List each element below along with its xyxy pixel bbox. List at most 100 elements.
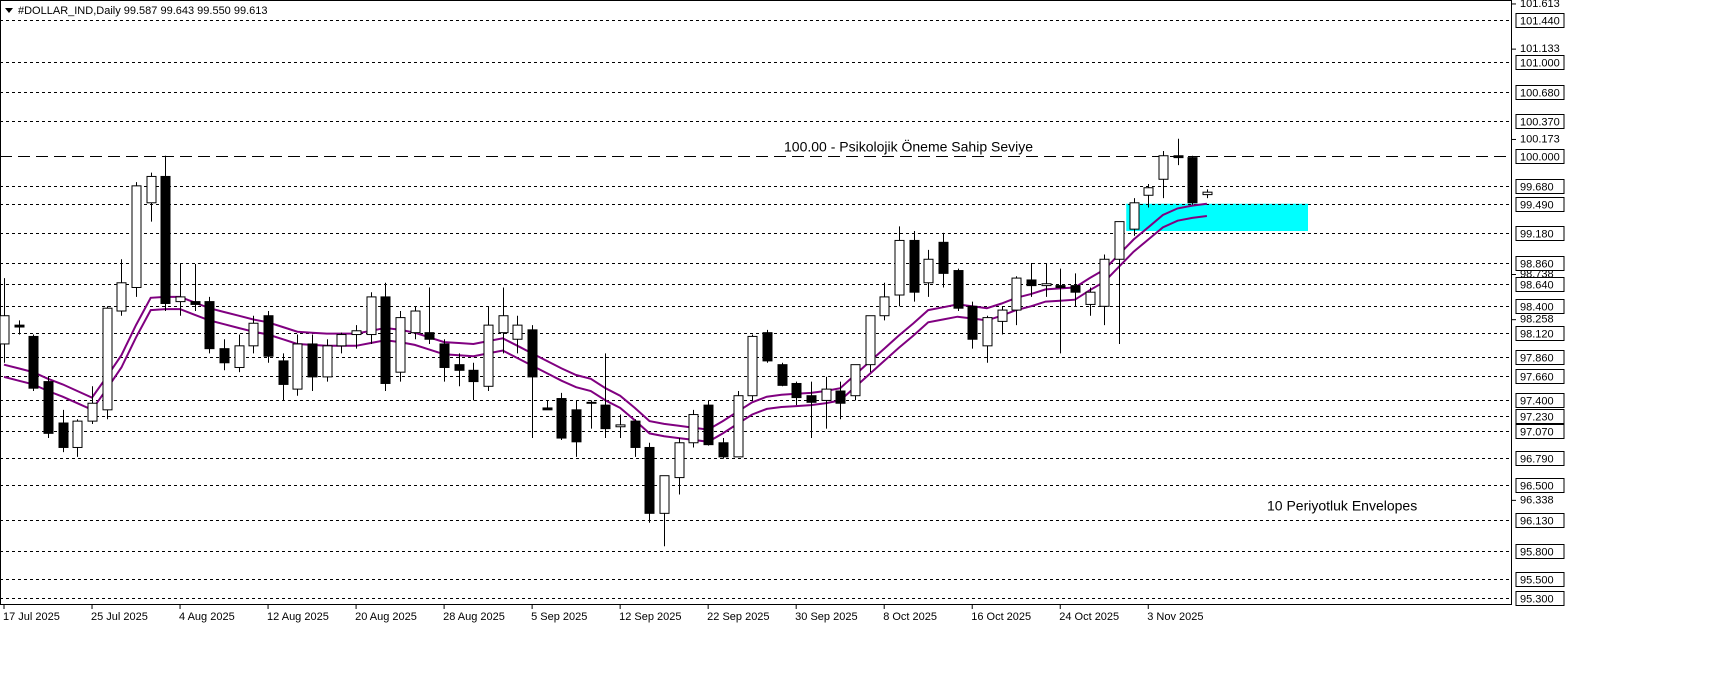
candle-body (351, 330, 362, 336)
level-label-box (1515, 591, 1565, 606)
level-label: 98.640 (1520, 279, 1554, 291)
candle-body (102, 307, 113, 411)
level-label-box (1515, 513, 1565, 528)
level-label-box (1515, 277, 1565, 292)
candle-body (410, 310, 421, 334)
chart-title: #DOLLAR_IND,Daily 99.587 99.643 99.550 9… (18, 5, 268, 17)
candle-body (806, 395, 817, 403)
level-label: 96.790 (1520, 453, 1554, 465)
candle-body (850, 364, 861, 397)
candle-body (454, 364, 465, 371)
candle-body (556, 398, 567, 439)
candle-body (175, 296, 186, 303)
candle-body (1011, 277, 1022, 311)
candle-body (865, 315, 876, 366)
level-label-box (1515, 179, 1565, 194)
menu-arrow[interactable] (5, 8, 13, 13)
candle-body (468, 369, 479, 383)
level-label-box (1515, 85, 1565, 100)
x-tick-label: 22 Sep 2025 (707, 611, 769, 623)
candle-body (938, 241, 949, 274)
candle-body (571, 409, 582, 443)
level-label-box (1515, 149, 1565, 164)
x-tick-label: 12 Aug 2025 (267, 611, 329, 623)
annotation: 10 Periyotluk Envelopes (1267, 498, 1417, 514)
level-label-box (1515, 409, 1565, 424)
level-label-box (1515, 369, 1565, 384)
candle-body (131, 185, 142, 288)
candle-body (72, 420, 83, 448)
level-label: 100.370 (1520, 116, 1560, 128)
level-label-box (1515, 544, 1565, 559)
level-label-box (1515, 197, 1565, 212)
x-tick-label: 4 Aug 2025 (179, 611, 235, 623)
level-label-box (1515, 114, 1565, 129)
x-tick-label: 28 Aug 2025 (443, 611, 505, 623)
candle-body (424, 332, 435, 340)
candle-body (762, 332, 773, 362)
candle-body (615, 424, 626, 428)
price-zone (1126, 203, 1308, 232)
candle-body (116, 282, 127, 312)
candle-body (58, 422, 69, 448)
candle-body (542, 407, 553, 411)
candle-body (292, 343, 303, 390)
candle-body (644, 446, 655, 514)
level-label: 99.490 (1520, 199, 1554, 211)
candle-body (586, 401, 597, 404)
candle-body (894, 239, 905, 296)
x-tick-label: 16 Oct 2025 (971, 611, 1031, 623)
candle-body (1202, 191, 1213, 196)
level-label-box (1515, 13, 1565, 28)
candle-body (87, 402, 98, 422)
candle-body (967, 305, 978, 340)
candle-body (688, 414, 699, 444)
x-tick-label: 20 Aug 2025 (355, 611, 417, 623)
level-label: 101.000 (1520, 57, 1560, 69)
level-label-box (1515, 572, 1565, 587)
level-label-box (1515, 55, 1565, 70)
candle-body (600, 404, 611, 430)
candle-body (747, 335, 758, 397)
level-label-box (1515, 326, 1565, 341)
level-label: 98.400 (1520, 301, 1554, 313)
candle-body (997, 309, 1008, 322)
candle-body (483, 324, 494, 387)
level-label-box (1515, 299, 1565, 314)
x-tick-label: 24 Oct 2025 (1059, 611, 1119, 623)
level-label-box (1515, 451, 1565, 466)
candle-body (777, 364, 788, 386)
candle-body (527, 329, 538, 378)
x-tick-label: 12 Sep 2025 (619, 611, 681, 623)
candle-body (703, 404, 714, 446)
level-label: 95.800 (1520, 546, 1554, 558)
level-label-box (1515, 226, 1565, 241)
candle-body (307, 343, 318, 378)
annotation: 100.00 - Psikolojik Öneme Sahip Seviye (784, 137, 1033, 154)
level-label: 97.400 (1520, 395, 1554, 407)
level-label-box (1515, 424, 1565, 439)
y-tick-label: 101.133 (1520, 43, 1560, 55)
candle-body (1187, 157, 1198, 204)
level-label: 101.440 (1520, 15, 1560, 27)
candle-body (909, 239, 920, 293)
candle-body (821, 388, 832, 401)
level-label: 98.860 (1520, 258, 1554, 270)
candle-body (336, 334, 347, 347)
candle-body (14, 324, 25, 328)
x-tick-label: 8 Oct 2025 (883, 611, 937, 623)
level-label: 95.500 (1520, 574, 1554, 586)
candle-body (1129, 202, 1140, 230)
candle-body (1173, 155, 1184, 159)
level-label-box (1515, 350, 1565, 365)
y-tick-label: 101.613 (1520, 0, 1560, 10)
candle-body (791, 382, 802, 399)
plot-frame (0, 0, 1512, 605)
y-tick-label: 98.258 (1520, 314, 1554, 326)
candle-body (718, 442, 729, 458)
y-tick-label: 96.338 (1520, 494, 1554, 506)
candle-body (366, 296, 377, 336)
candle-body (28, 335, 39, 389)
candle-body (733, 395, 744, 458)
